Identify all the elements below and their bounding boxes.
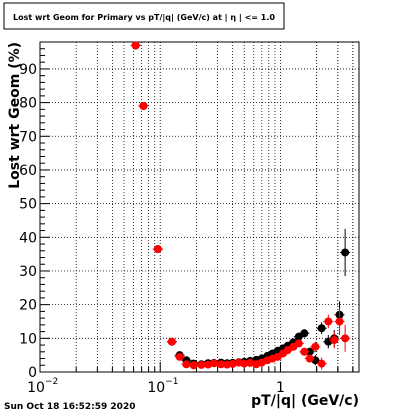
data-point — [246, 358, 255, 367]
data-point — [317, 324, 326, 333]
x-tick-exponent: −1 — [165, 377, 178, 387]
y-tick-label: 80 — [19, 96, 37, 112]
y-tick-label: 50 — [19, 197, 37, 213]
data-point — [341, 334, 350, 343]
x-tick-label: 10 — [147, 380, 165, 396]
data-point — [197, 360, 206, 369]
title-box — [3, 2, 285, 30]
data-point — [216, 360, 225, 369]
data-series — [130, 41, 351, 370]
y-tick-label: 20 — [19, 298, 37, 314]
y-tick-label: 70 — [19, 129, 37, 145]
y-tick-label: 0 — [28, 365, 37, 381]
y-axis-title: Lost wrt Geom (%) — [7, 42, 23, 189]
data-point — [335, 317, 344, 326]
timestamp-footer: Sun Oct 18 16:52:59 2020 — [4, 402, 135, 412]
axis-ticks — [39, 48, 354, 373]
data-point — [240, 359, 249, 368]
data-point — [305, 354, 314, 363]
data-point — [189, 361, 198, 370]
data-point — [300, 329, 309, 338]
data-point — [153, 245, 162, 254]
data-point — [175, 352, 184, 361]
data-point — [311, 342, 320, 351]
data-point — [182, 360, 191, 369]
data-point — [300, 347, 309, 356]
data-point — [324, 317, 333, 326]
y-tick-label: 60 — [19, 163, 37, 179]
y-tick-label: 40 — [19, 230, 37, 246]
data-point — [228, 359, 237, 368]
data-point — [167, 337, 176, 346]
data-point — [131, 41, 140, 50]
data-point — [294, 339, 303, 348]
chart-title: Lost wrt Geom for Primary vs pT/|q| (GeV… — [13, 13, 275, 22]
data-point — [317, 359, 326, 368]
data-point — [330, 336, 339, 345]
data-point — [341, 248, 350, 257]
x-axis-title: pT/|q| (GeV/c) — [251, 393, 359, 409]
plot-frame — [39, 41, 360, 373]
data-point — [139, 101, 148, 110]
data-point — [209, 359, 218, 368]
grid — [39, 42, 359, 372]
y-tick-label: 90 — [19, 62, 37, 78]
x-tick-label: 1 — [276, 380, 285, 396]
y-tick-label: 10 — [19, 331, 37, 347]
x-tick-label: 10 — [27, 380, 45, 396]
x-tick-exponent: −2 — [45, 377, 58, 387]
y-tick-label: 30 — [19, 264, 37, 280]
